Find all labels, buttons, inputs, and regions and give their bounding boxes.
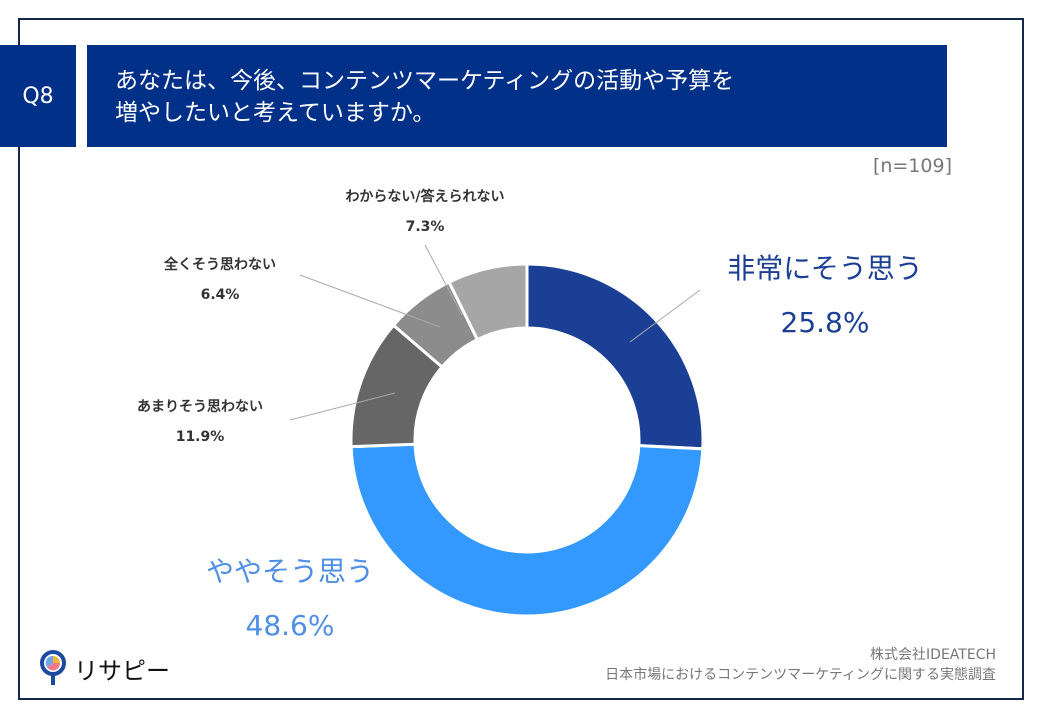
question-number: Q8 — [0, 45, 76, 147]
category-label: わからない/答えられない — [345, 189, 505, 205]
category-label: 非常にそう思う — [727, 252, 923, 285]
category-label: あまりそう思わない — [137, 399, 263, 415]
slice-dont-know — [447, 262, 529, 342]
value-label: 11.9% — [175, 429, 225, 445]
frame — [18, 18, 1024, 700]
leader-line — [289, 392, 396, 421]
label-somewhat-agree: ややそう思う 48.6% — [170, 545, 410, 653]
company-name: 株式会社IDEATECH — [870, 647, 996, 663]
category-label: 全くそう思わない — [164, 257, 276, 273]
logo-pin-icon — [40, 650, 66, 685]
logo: リサピー — [38, 650, 170, 686]
value-label: 6.4% — [200, 287, 240, 303]
value-label: 7.3% — [405, 219, 445, 235]
value-label: 48.6% — [245, 609, 335, 642]
question-title: あなたは、今後、コンテンツマーケティングの活動や予算を 増やしたいと考えています… — [87, 45, 947, 147]
value-label: 25.8% — [780, 306, 870, 339]
leader-line — [299, 274, 441, 328]
footer: 株式会社IDEATECH 日本市場におけるコンテンツマーケティングに関する実態調… — [605, 645, 996, 685]
label-very-agree: 非常にそう思う 25.8% — [700, 242, 950, 350]
category-label: ややそう思う — [205, 555, 374, 588]
slice-somewhat-agree — [349, 442, 705, 618]
label-dont-know: わからない/答えられない 7.3% — [300, 182, 550, 242]
title-line-1: あなたは、今後、コンテンツマーケティングの活動や予算を — [115, 68, 735, 94]
sample-size: [n=109] — [872, 155, 952, 177]
logo-text: リサピー — [74, 656, 170, 685]
label-not-at-all: 全くそう思わない 6.4% — [120, 250, 320, 310]
leader-line — [424, 244, 463, 316]
survey-name: 日本市場におけるコンテンツマーケティングに関する実態調査 — [605, 667, 996, 683]
title-line-2: 増やしたいと考えていますか。 — [115, 100, 436, 126]
label-not-much: あまりそう思わない 11.9% — [100, 392, 300, 452]
leader-line — [629, 289, 701, 343]
slice-very-agree — [525, 262, 705, 451]
